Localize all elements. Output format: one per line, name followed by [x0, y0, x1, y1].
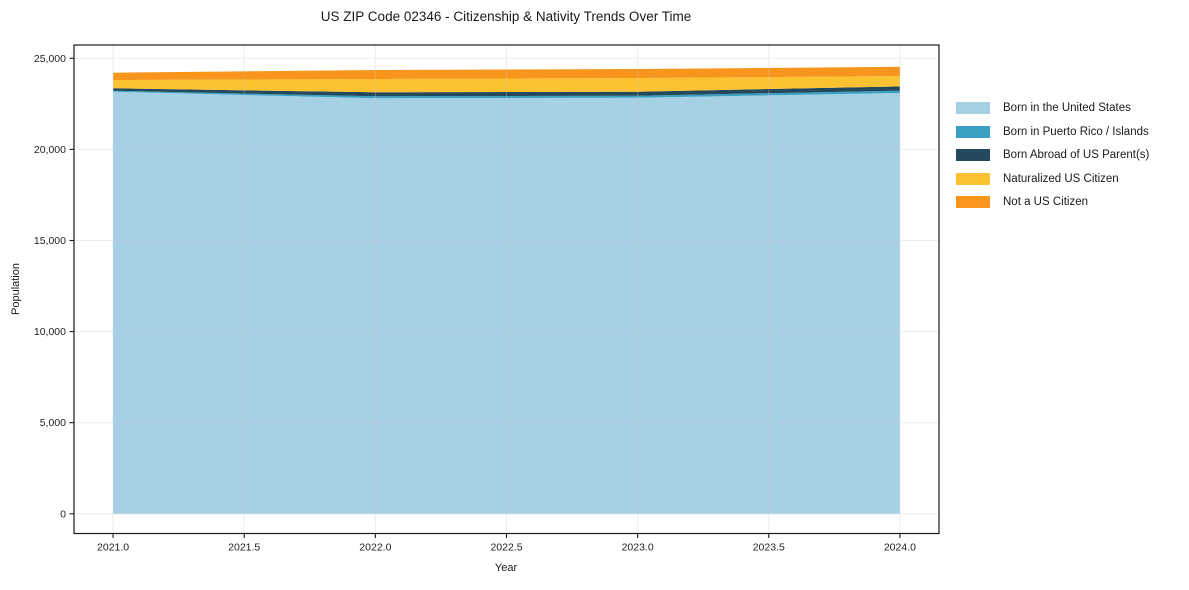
legend-swatch-born-abroad-icon: [956, 149, 990, 161]
area-series-4: [113, 66, 900, 80]
chart-title: US ZIP Code 02346 - Citizenship & Nativi…: [320, 9, 692, 24]
y-tick-label: 20,000: [34, 144, 66, 156]
x-tick-label: 2023.0: [622, 542, 654, 554]
x-tick-label: 2021.5: [228, 542, 260, 554]
legend-swatch-not-citizen-icon: [956, 196, 990, 208]
legend-swatch-naturalized-icon: [956, 172, 990, 185]
area-series-1: [113, 90, 900, 99]
area-series-0: [113, 91, 900, 514]
x-axis-label: Year: [494, 562, 518, 574]
legend-swatch-born-us-icon: [956, 102, 990, 114]
x-tick-label: 2023.5: [753, 542, 785, 554]
x-tick-label: 2024.0: [884, 542, 916, 554]
legend-label: Born Abroad of US Parent(s): [1003, 149, 1150, 161]
legend-item-born-us: Born in the United States: [956, 102, 1149, 114]
legend-item-puerto-rico: Born in Puerto Rico / Islands: [956, 125, 1149, 138]
y-tick-label: 10,000: [34, 326, 66, 338]
legend-swatch-puerto-rico-icon: [956, 125, 990, 138]
legend-item-not-citizen: Not a US Citizen: [956, 196, 1149, 208]
y-tick-label: 15,000: [34, 235, 66, 247]
x-tick-label: 2021.0: [97, 542, 129, 554]
area-series-2: [113, 86, 900, 97]
legend: Born in the United States Born in Puerto…: [956, 102, 1149, 208]
legend-label: Born in the United States: [1003, 102, 1131, 114]
y-axis-label: Population: [10, 263, 22, 315]
legend-label: Naturalized US Citizen: [1003, 172, 1119, 185]
legend-item-naturalized: Naturalized US Citizen: [956, 172, 1149, 185]
legend-label: Born in Puerto Rico / Islands: [1003, 125, 1149, 138]
x-tick-label: 2022.5: [490, 542, 522, 554]
legend-item-born-abroad: Born Abroad of US Parent(s): [956, 149, 1149, 161]
area-series-3: [113, 76, 900, 93]
y-tick-label: 0: [60, 508, 66, 520]
legend-label: Not a US Citizen: [1003, 196, 1089, 208]
y-tick-label: 25,000: [34, 53, 66, 65]
x-tick-label: 2022.0: [359, 542, 391, 554]
y-tick-label: 5,000: [40, 417, 66, 429]
